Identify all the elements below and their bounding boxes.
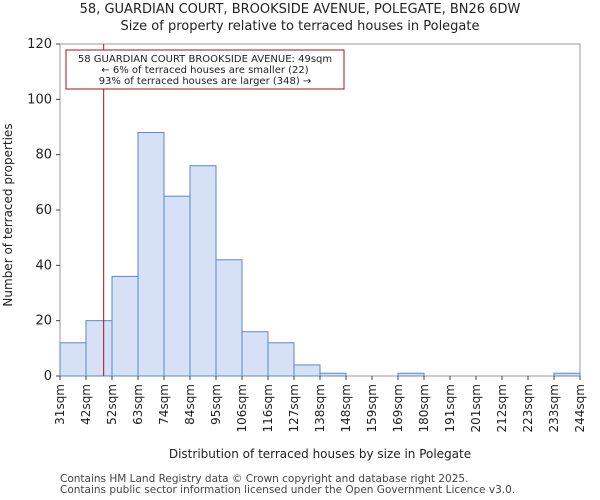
footer-line-1: Contains HM Land Registry data © Crown c… <box>60 473 469 485</box>
y-tick-label: 120 <box>27 37 52 52</box>
x-tick-label: 212sqm <box>495 384 509 432</box>
histogram-bar <box>293 364 321 377</box>
x-tick-label: 84sqm <box>183 384 197 425</box>
chart-subtitle: Size of property relative to terraced ho… <box>120 19 480 34</box>
x-tick-label: 169sqm <box>391 384 405 432</box>
histogram-bar <box>59 342 87 377</box>
y-tick-label: 100 <box>27 92 52 107</box>
histogram-bar <box>267 342 295 377</box>
y-tick-label: 40 <box>35 258 52 273</box>
x-tick-label: 31sqm <box>53 384 67 425</box>
histogram-bar <box>163 195 191 377</box>
annotation-box <box>65 49 345 90</box>
x-tick-label: 42sqm <box>79 384 93 425</box>
annotation-line-1: 58 GUARDIAN COURT BROOKSIDE AVENUE: 49sq… <box>78 54 332 65</box>
x-tick-label: 244sqm <box>573 384 587 432</box>
footer-line-2: Contains public sector information licen… <box>60 484 516 496</box>
bars-group <box>59 132 581 377</box>
x-tick-label: 106sqm <box>235 384 249 432</box>
x-tick-label: 191sqm <box>443 384 457 432</box>
x-tick-label: 148sqm <box>339 384 353 432</box>
y-axis: 0 20 40 60 80 100 120 <box>27 37 60 384</box>
y-tick-label: 80 <box>35 148 52 163</box>
y-axis-label: Number of terraced properties <box>1 123 15 306</box>
histogram-bar <box>319 372 347 377</box>
x-tick-label: 63sqm <box>131 384 145 425</box>
y-tick-label: 60 <box>35 203 52 218</box>
histogram-bar <box>111 275 139 377</box>
y-tick-label: 20 <box>35 314 52 329</box>
x-axis: 31sqm 42sqm 52sqm 63sqm 74sqm 84sqm 95sqm 106sq… <box>53 376 587 432</box>
histogram-chart: 0 20 40 60 80 100 120 31sqm 42sqm 52sqm 63sqm 74sq… <box>1 37 587 461</box>
x-tick-label: 127sqm <box>287 384 301 432</box>
x-tick-label: 95sqm <box>209 384 223 425</box>
x-tick-label: 233sqm <box>547 384 561 432</box>
x-tick-label: 138sqm <box>313 384 327 432</box>
histogram-bar <box>189 165 217 377</box>
chart-title: 58, GUARDIAN COURT, BROOKSIDE AVENUE, PO… <box>79 2 521 17</box>
x-tick-label: 180sqm <box>417 384 431 432</box>
histogram-bar <box>553 372 581 377</box>
histogram-bar <box>85 320 113 377</box>
x-tick-label: 52sqm <box>105 384 119 425</box>
histogram-bar <box>215 259 243 377</box>
y-tick-label: 0 <box>44 369 52 384</box>
annotation-line-2: ← 6% of terraced houses are smaller (22) <box>101 65 308 76</box>
x-axis-label: Distribution of terraced houses by size … <box>169 447 471 461</box>
x-tick-label: 74sqm <box>157 384 171 425</box>
x-tick-label: 116sqm <box>261 384 275 432</box>
x-tick-label: 201sqm <box>469 384 483 432</box>
histogram-bar <box>137 132 165 377</box>
x-tick-label: 223sqm <box>521 384 535 432</box>
histogram-bar <box>397 372 425 377</box>
histogram-bar <box>241 331 269 377</box>
annotation-line-3: 93% of terraced houses are larger (348) … <box>99 76 312 87</box>
x-tick-label: 159sqm <box>365 384 379 432</box>
